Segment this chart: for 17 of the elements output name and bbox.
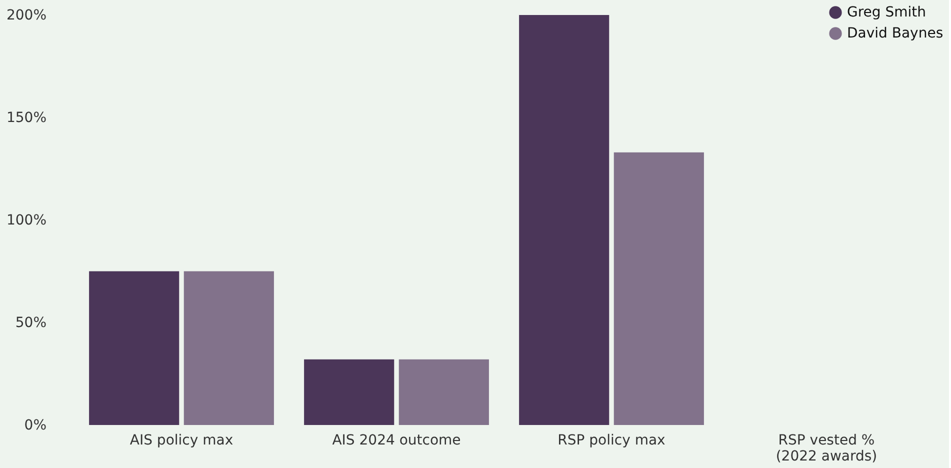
x-tick-label: RSP policy max (558, 432, 666, 448)
y-tick-label: 0% (24, 418, 46, 434)
x-tick-label: AIS policy max (130, 432, 234, 448)
legend-label: David Baynes (847, 26, 944, 42)
y-tick-label: 100% (6, 212, 46, 228)
bar (614, 152, 704, 425)
y-tick-label: 50% (15, 315, 46, 331)
bar (89, 271, 180, 425)
bar (184, 271, 274, 425)
y-tick-label: 150% (6, 110, 46, 126)
bar (519, 15, 610, 425)
x-tick-label: AIS 2024 outcome (332, 432, 461, 448)
bar (398, 359, 489, 425)
legend-label: Greg Smith (847, 4, 926, 20)
x-tick-label: RSP vested % (2022 awards) (776, 432, 878, 464)
y-tick-label: 200% (6, 8, 46, 24)
bar (304, 359, 394, 425)
